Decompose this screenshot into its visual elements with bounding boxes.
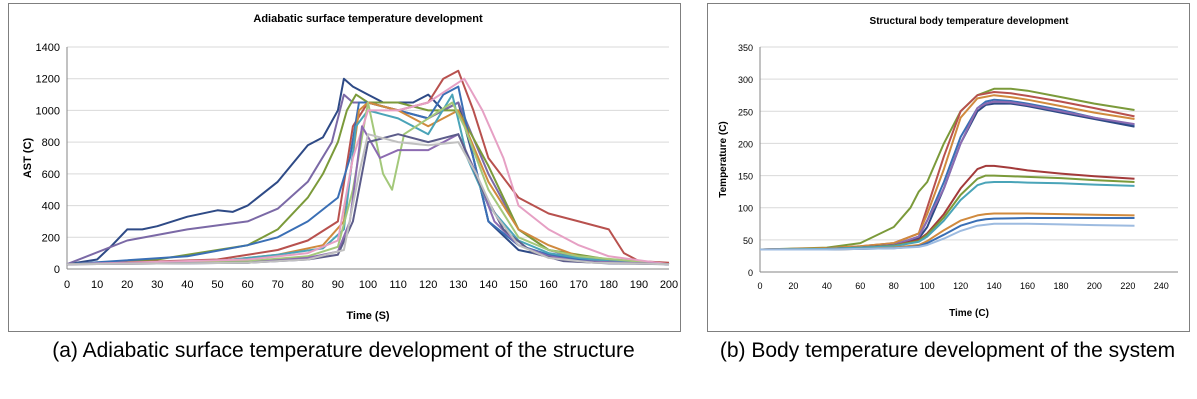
chart-b-y-tick-label: 150 [738,172,753,182]
chart-b-series-line-1 [759,87,1135,251]
chart-a-y-tick-label: 1200 [36,74,60,86]
chart-a-x-axis-label: Time (S) [346,310,390,322]
chart-a-series-line-12 [66,133,670,266]
chart-a-y-tick-label: 1400 [36,42,60,54]
chart-b-y-tick-label: 200 [738,139,753,149]
chart-b-x-tick-label: 60 [855,281,865,291]
chart-b-x-tick-label: 120 [953,281,968,291]
chart-a-x-tick-label: 60 [241,279,253,291]
chart-a-x-tick-label: 110 [389,279,407,291]
chart-a-x-tick-label: 50 [211,279,223,291]
chart-a-x-tick-label: 170 [570,279,588,291]
chart-a-y-tick-label: 1000 [36,105,60,117]
chart-a-x-tick-label: 80 [302,279,314,291]
chart-b-x-axis-label: Time (C) [949,308,989,319]
chart-a-series-line-3 [66,93,670,266]
chart-b-svg: Structural body temperature development 0… [718,16,1178,319]
chart-a-x-tick-label: 150 [509,279,527,291]
chart-a-series-line-6 [66,101,670,266]
chart-a-y-tick-label: 400 [42,201,60,213]
chart-b-x-tick-label: 160 [1020,281,1035,291]
chart-b-series-line-8 [759,174,1135,251]
chart-b-x-tick-label: 0 [757,281,762,291]
chart-b-x-tick-label: 80 [889,281,899,291]
chart-a-series-line-2 [66,93,670,266]
chart-b-x-tick-label: 40 [822,281,832,291]
chart-b-series-line-9 [759,181,1135,251]
chart-a-x-tick-label: 140 [479,279,497,291]
chart-b-y-tick-label: 350 [738,43,753,53]
chart-a-title: Adiabatic surface temperature developmen… [253,13,483,25]
chart-a-y-axis-label: AST (C) [22,138,34,179]
chart-a-frame: Adiabatic surface temperature developmen… [8,3,681,332]
chart-a-svg: Adiabatic surface temperature developmen… [22,13,678,322]
chart-a-caption: (a) Adiabatic surface temperature develo… [52,339,635,362]
chart-b-title: Structural body temperature development [870,16,1070,27]
chart-a-x-tick-label: 10 [91,279,103,291]
chart-b-series-line-3 [759,94,1135,251]
chart-b-y-tick-label: 100 [738,204,753,214]
chart-a-x-tick-label: 40 [181,279,193,291]
chart-a-series-line-1 [66,77,670,266]
chart-a-x-tick-label: 120 [419,279,437,291]
chart-a-x-tick-label: 100 [359,279,377,291]
chart-b-x-tick-label: 100 [920,281,935,291]
chart-b-y-tick-label: 0 [748,268,753,278]
chart-b-y-tick-label: 50 [743,236,753,246]
chart-b-series-line-11 [760,217,1135,251]
chart-a-x-tick-label: 70 [272,279,284,291]
chart-a-x-tick-label: 200 [660,279,678,291]
chart-b-series-line-12 [760,222,1135,251]
chart-b-x-tick-label: 200 [1087,281,1102,291]
chart-a-x-tick-label: 30 [151,279,163,291]
chart-a-series-line-9 [66,77,670,266]
chart-b-x-tick-label: 240 [1154,281,1169,291]
chart-a-y-tick-label: 200 [42,232,60,244]
chart-a-series-line-7 [66,93,670,266]
chart-b-y-tick-label: 300 [738,75,753,85]
chart-a-x-tick-label: 190 [630,279,648,291]
chart-b-y-axis-label: Temperature (C) [718,121,729,198]
chart-b-x-tick-label: 180 [1053,281,1068,291]
chart-a-x-tick-label: 20 [121,279,133,291]
chart-b-caption: (b) Body temperature development of the … [719,339,1176,362]
chart-a-series-line-4 [66,69,670,266]
chart-b-x-tick-label: 140 [987,281,1002,291]
chart-a-series-line-8 [66,101,670,266]
chart-b-x-tick-label: 20 [788,281,798,291]
chart-a-x-tick-label: 180 [600,279,618,291]
chart-b-x-tick-label: 220 [1120,281,1135,291]
chart-a-x-tick-label: 160 [539,279,557,291]
chart-b-frame: Structural body temperature development 0… [707,3,1190,332]
chart-a-y-tick-label: 800 [42,137,60,149]
chart-a-y-tick-label: 0 [54,264,60,276]
chart-a-x-tick-label: 130 [449,279,467,291]
chart-a-y-tick-label: 600 [42,169,60,181]
chart-b-y-tick-label: 250 [738,107,753,117]
chart-a-x-tick-label: 0 [64,279,70,291]
chart-a-x-tick-label: 90 [332,279,344,291]
